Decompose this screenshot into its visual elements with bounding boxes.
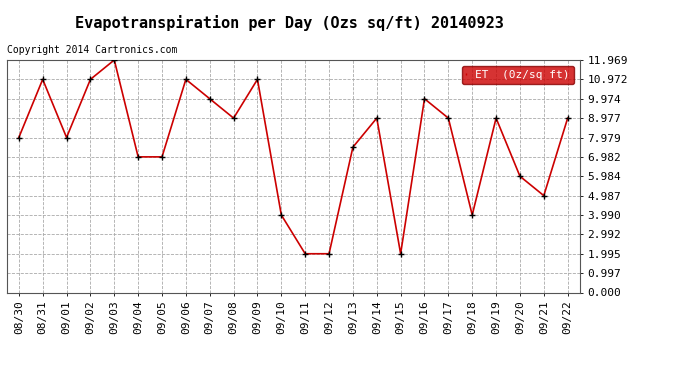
Text: Evapotranspiration per Day (Ozs sq/ft) 20140923: Evapotranspiration per Day (Ozs sq/ft) 2…: [75, 15, 504, 31]
Text: Copyright 2014 Cartronics.com: Copyright 2014 Cartronics.com: [7, 45, 177, 55]
Legend: ET  (0z/sq ft): ET (0z/sq ft): [462, 66, 574, 84]
